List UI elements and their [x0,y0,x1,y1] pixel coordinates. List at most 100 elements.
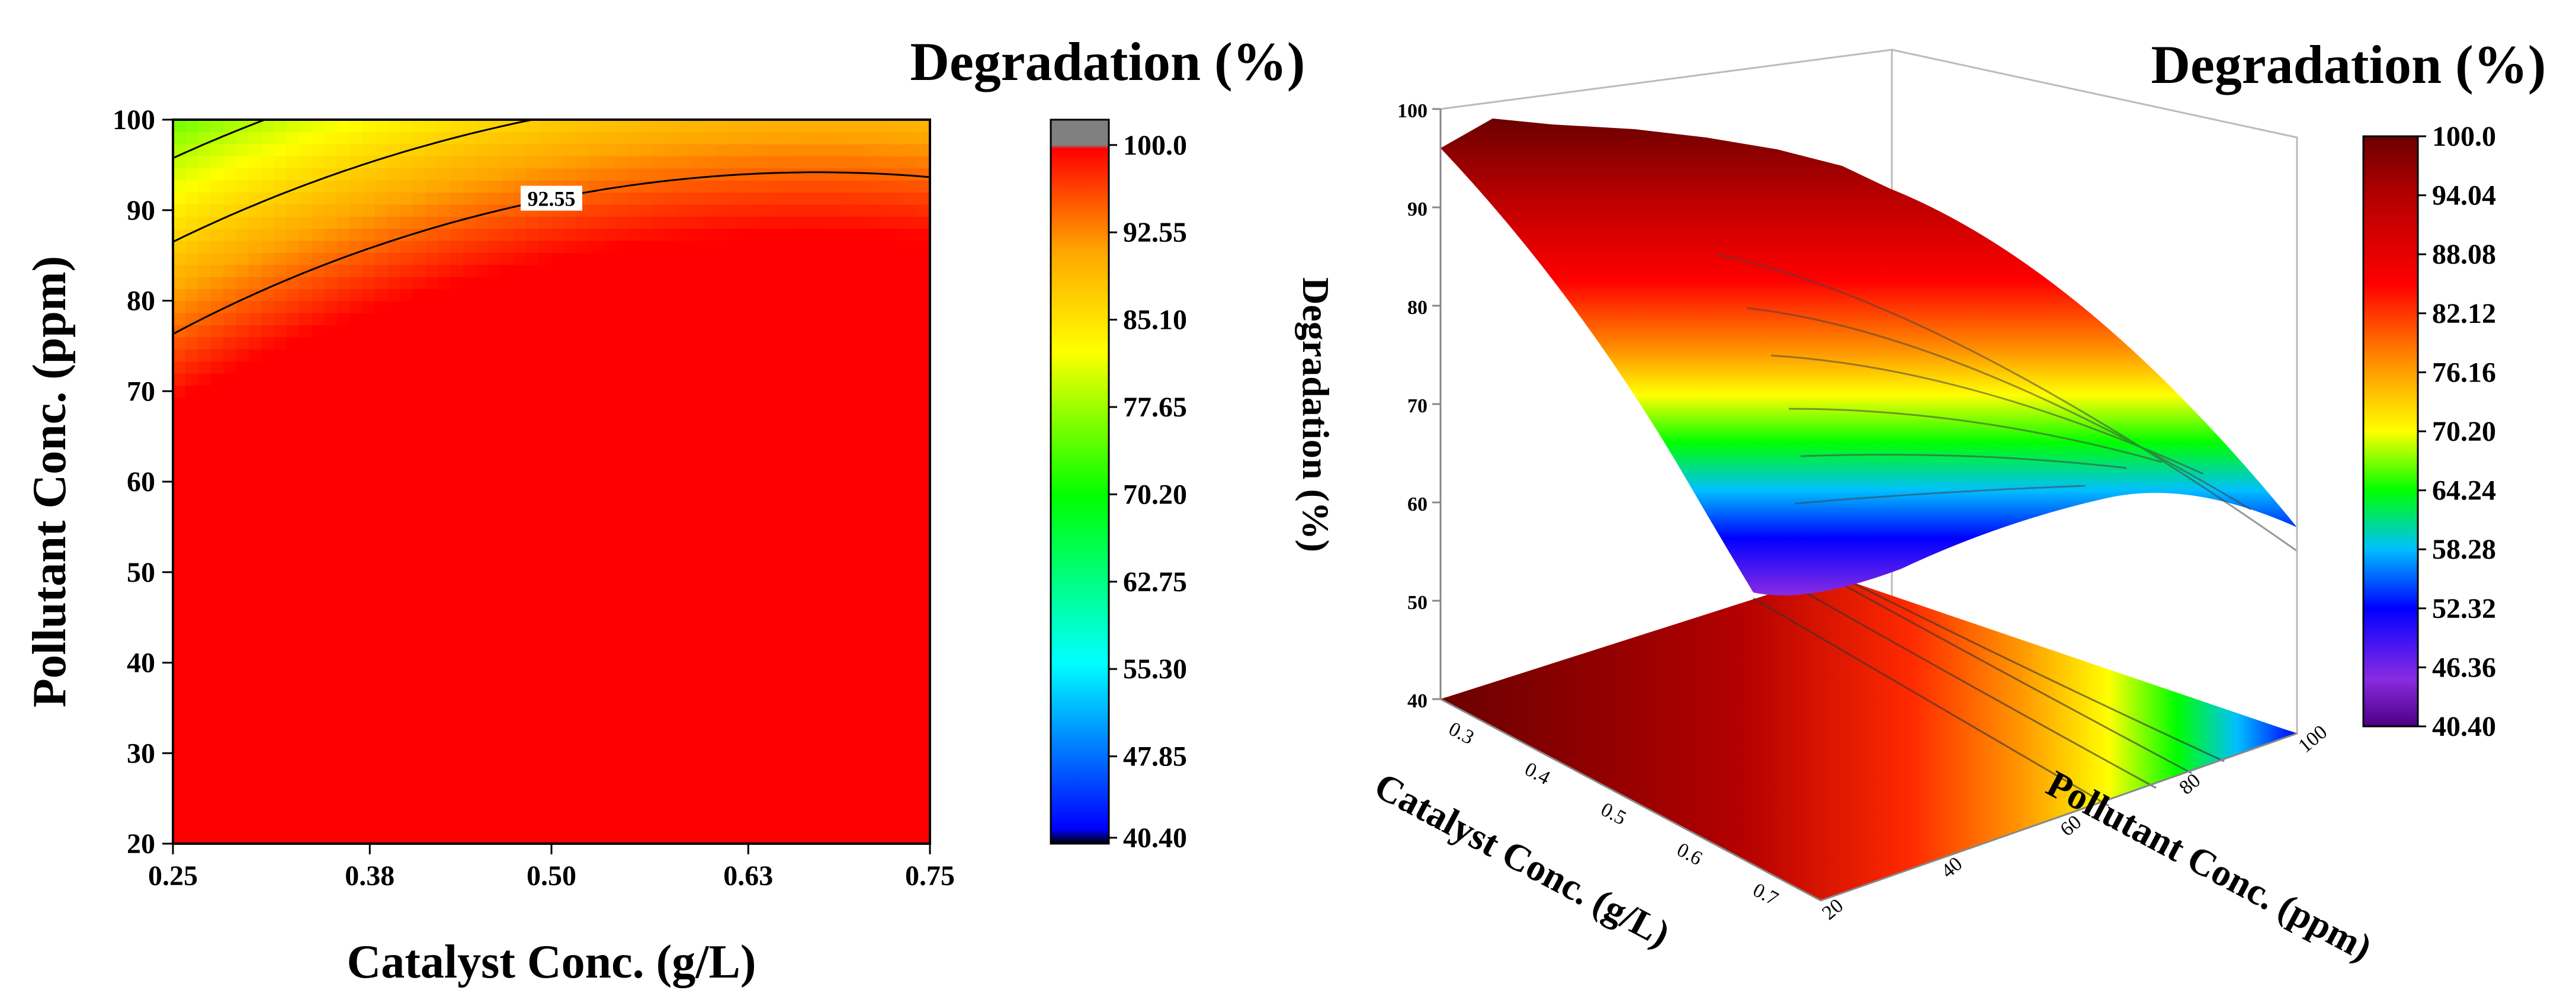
contour-cell [791,156,804,169]
contour-cell [223,349,237,362]
contour-cell [538,264,552,277]
contour-cell [766,795,779,808]
contour-cell [501,687,514,700]
contour-cell [412,831,426,844]
contour-cell [740,421,754,434]
contour-cell [602,614,615,627]
contour-cell [400,735,413,748]
contour-cell [514,252,527,265]
contour-cell [210,783,224,796]
contour-cell [778,614,792,627]
contour-cell [728,530,742,543]
contour-cell [917,626,930,639]
contour-cell [816,143,830,156]
contour-cell [387,228,401,241]
contour-cell [261,349,275,362]
contour-cell [804,602,817,615]
contour-cell [387,433,401,446]
contour-cell [829,482,842,495]
contour-cell [312,312,325,326]
contour-cell [286,264,300,277]
contour-cell [173,807,187,821]
contour-cell [412,590,426,603]
contour-cell [652,614,666,627]
contour-cell [274,409,287,422]
contour-cell [804,445,817,459]
contour-cell [778,216,792,229]
contour-cell [602,228,615,241]
contour-cell [476,783,489,796]
contour-cell [412,361,426,374]
contour-cell [854,614,868,627]
contour-cell [778,168,792,181]
contour-cell [702,132,716,145]
contour-cell [286,590,300,603]
contour-cell [917,662,930,675]
contour-cell [374,759,388,772]
contour-cell [336,795,350,808]
contour-cell [867,699,880,712]
contour-cell [312,819,325,832]
contour-cell [740,602,754,615]
contour-cell [236,156,249,169]
contour-cell [501,300,514,313]
contour-cell [551,276,565,289]
contour-cell [349,699,363,712]
contour-cell [640,807,653,821]
contour-cell [791,662,804,675]
contour-cell [349,252,363,265]
contour-cell [299,132,313,145]
contour-cell [740,143,754,156]
contour-cell [740,662,754,675]
surface-contour-line [1794,485,2086,505]
contour-cell [412,687,426,700]
contour-cell [274,337,287,350]
contour-cell [173,819,187,832]
contour-cell [210,819,224,832]
contour-cell [702,711,716,724]
contour-cell [538,373,552,386]
contour-cell [678,252,691,265]
contour-cell [791,542,804,555]
contour-cell [514,445,527,459]
contour-cell [816,638,830,651]
contour-cell [678,349,691,362]
contour-cell [665,289,678,302]
contour-cell [589,445,602,459]
contour-cell [841,518,855,531]
contour-cell [791,831,804,844]
contour-cell [324,831,338,844]
contour-cell [248,325,262,338]
contour-cell [778,421,792,434]
contour-line [173,0,930,9]
contour-cell [652,457,666,470]
contour-cell [564,759,578,772]
contour-cell [551,312,565,326]
contour-cell [917,373,930,386]
contour-cell [286,409,300,422]
contour-cell [400,312,413,326]
contour-cell [336,409,350,422]
contour-cell [778,132,792,145]
contour-cell [551,831,565,844]
contour-cell [299,494,313,507]
contour-cell [728,289,742,302]
contour-cell [879,132,893,145]
contour-cell [690,180,704,193]
contour-cell [854,240,868,253]
contour-cell [728,216,742,229]
contour-cell [488,264,502,277]
contour-cell [476,494,489,507]
contour-cell [501,445,514,459]
contour-cell [892,662,906,675]
contour-cell [274,602,287,615]
contour-cell [210,469,224,482]
contour-cell [791,783,804,796]
contour-cell [324,204,338,217]
contour-cell [476,723,489,736]
contour-cell [463,735,476,748]
contour-cell [589,530,602,543]
contour-cell [336,711,350,724]
contour-cell [791,132,804,145]
contour-cell [463,433,476,446]
